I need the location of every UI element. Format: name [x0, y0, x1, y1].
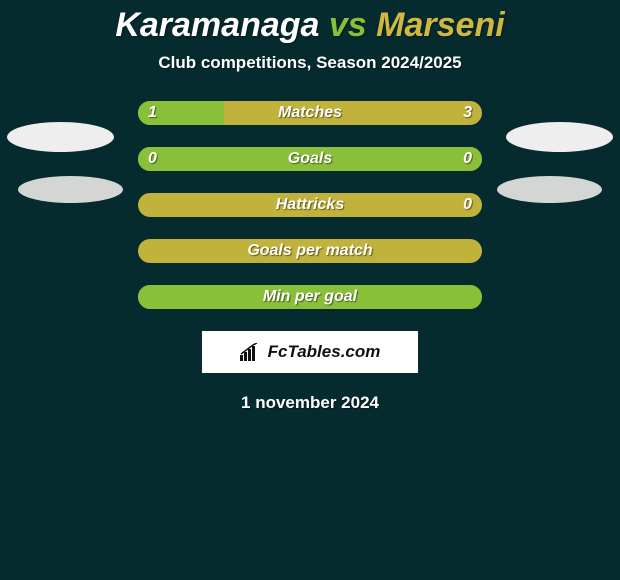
stat-row: 00Goals: [138, 147, 482, 171]
brand-text: FcTables.com: [268, 342, 381, 362]
stat-row: Goals per match: [138, 239, 482, 263]
stat-label: Min per goal: [138, 285, 482, 309]
page-title: Karamanaga vs Marseni: [0, 0, 620, 45]
chart-icon: [240, 343, 262, 361]
stat-label: Goals per match: [138, 239, 482, 263]
date-text: 1 november 2024: [0, 393, 620, 413]
stat-label: Matches: [138, 101, 482, 125]
subtitle: Club competitions, Season 2024/2025: [0, 53, 620, 73]
brand-badge: FcTables.com: [202, 331, 418, 373]
stat-row: Min per goal: [138, 285, 482, 309]
title-player-a: Karamanaga: [115, 6, 319, 44]
stat-row: 0Hattricks: [138, 193, 482, 217]
stat-label: Goals: [138, 147, 482, 171]
stat-row: 13Matches: [138, 101, 482, 125]
stat-label: Hattricks: [138, 193, 482, 217]
comparison-chart: 13Matches 00Goals 0Hattricks Goals per matc…: [0, 101, 620, 309]
title-vs: vs: [329, 6, 367, 44]
title-player-b: Marseni: [376, 6, 505, 44]
